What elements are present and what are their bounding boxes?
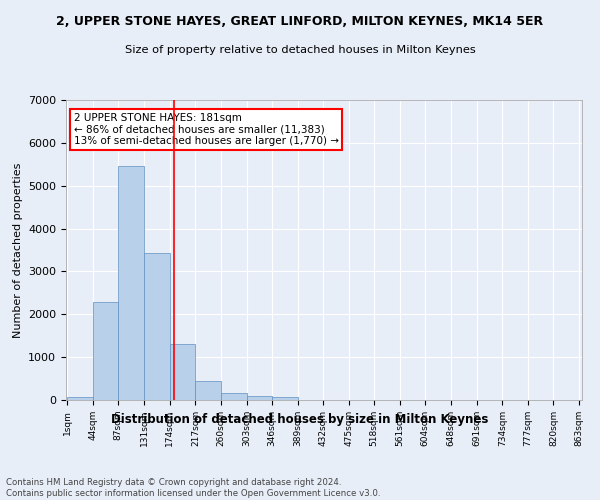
- Bar: [196, 381, 221, 400]
- Bar: [247, 396, 272, 400]
- Bar: [67, 396, 93, 400]
- Bar: [170, 344, 196, 400]
- Bar: [93, 302, 118, 400]
- Text: Size of property relative to detached houses in Milton Keynes: Size of property relative to detached ho…: [125, 45, 475, 55]
- Text: Distribution of detached houses by size in Milton Keynes: Distribution of detached houses by size …: [112, 412, 488, 426]
- Text: Contains HM Land Registry data © Crown copyright and database right 2024.
Contai: Contains HM Land Registry data © Crown c…: [6, 478, 380, 498]
- Text: 2, UPPER STONE HAYES, GREAT LINFORD, MILTON KEYNES, MK14 5ER: 2, UPPER STONE HAYES, GREAT LINFORD, MIL…: [56, 15, 544, 28]
- Bar: [272, 397, 298, 400]
- Text: 2 UPPER STONE HAYES: 181sqm
← 86% of detached houses are smaller (11,383)
13% of: 2 UPPER STONE HAYES: 181sqm ← 86% of det…: [74, 113, 339, 146]
- Bar: [145, 252, 170, 400]
- Y-axis label: Number of detached properties: Number of detached properties: [13, 162, 23, 338]
- Bar: [221, 393, 247, 400]
- Bar: [118, 166, 145, 400]
